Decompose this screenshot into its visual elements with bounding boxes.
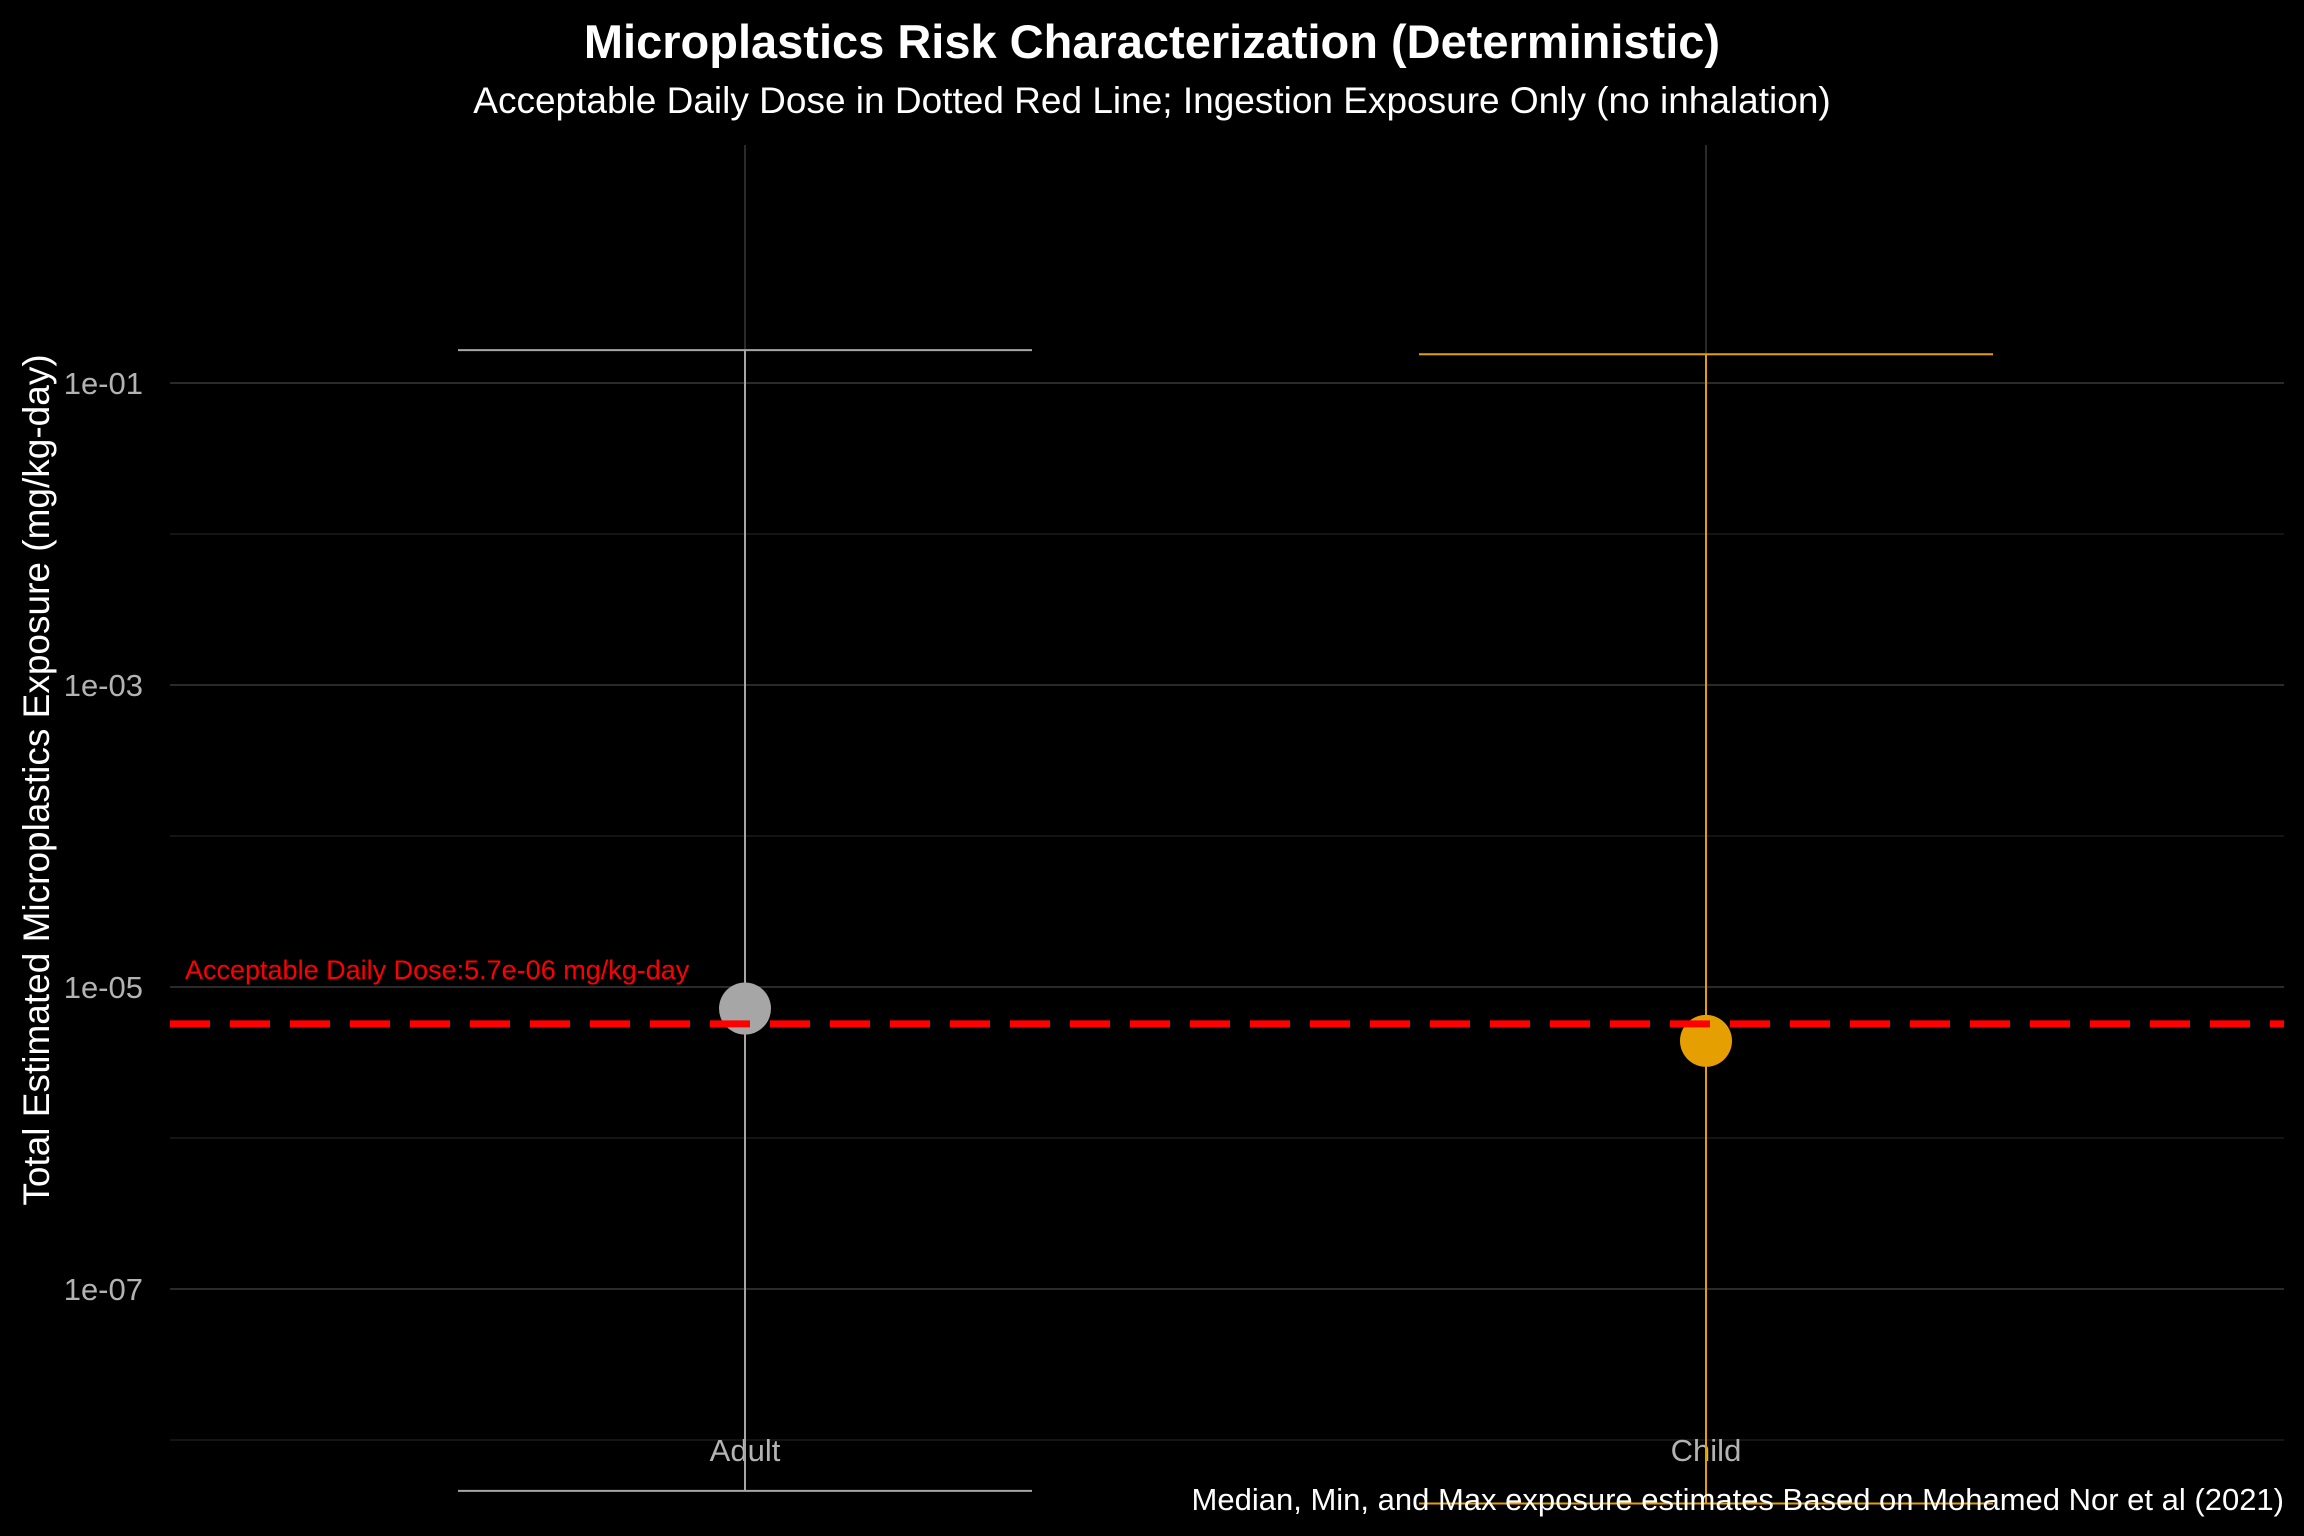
grid-lines bbox=[170, 145, 2284, 1441]
y-axis-ticks: 1e-01 1e-03 1e-05 1e-07 bbox=[64, 366, 143, 1307]
y-tick-label: 1e-03 bbox=[64, 668, 143, 703]
x-axis-ticks: Adult Child bbox=[710, 1433, 1742, 1468]
reference-line-label: Acceptable Daily Dose:5.7e-06 mg/kg-day bbox=[185, 955, 690, 985]
y-tick-label: 1e-07 bbox=[64, 1272, 143, 1307]
series-marks bbox=[458, 349, 1993, 1505]
y-tick-label: 1e-05 bbox=[64, 970, 143, 1005]
median-point-child bbox=[1680, 1014, 1732, 1067]
chart-caption: Median, Min, and Max exposure estimates … bbox=[1191, 1482, 2284, 1517]
reference-line-group: Acceptable Daily Dose:5.7e-06 mg/kg-day bbox=[170, 955, 2284, 1028]
y-tick-label: 1e-01 bbox=[64, 366, 143, 401]
chart-title: Microplastics Risk Characterization (Det… bbox=[583, 15, 1721, 68]
chart-subtitle: Acceptable Daily Dose in Dotted Red Line… bbox=[473, 80, 1831, 121]
